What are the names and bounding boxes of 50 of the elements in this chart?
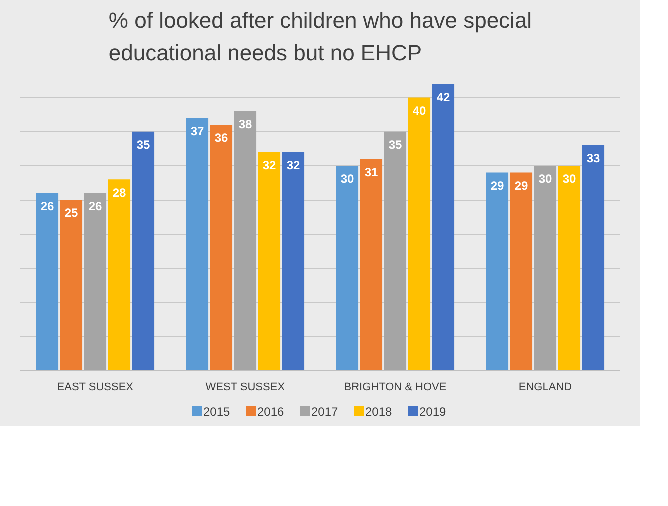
bar <box>36 193 59 370</box>
bar <box>510 172 533 370</box>
data-label: 32 <box>262 158 276 172</box>
bar <box>60 200 83 370</box>
legend-label: 2017 <box>312 405 339 419</box>
x-tick-label: WEST SUSSEX <box>206 382 286 394</box>
bar <box>234 111 257 370</box>
bar <box>486 172 509 370</box>
data-label: 38 <box>238 118 252 132</box>
data-label: 35 <box>388 138 402 152</box>
bar <box>360 159 383 370</box>
data-label: 29 <box>490 178 504 193</box>
bar <box>282 152 305 370</box>
chart-title: % of looked after children who have special educational needs but no EHCP <box>108 8 532 66</box>
data-label: 33 <box>586 152 600 166</box>
legend-label: 2019 <box>420 405 447 419</box>
bar <box>408 98 431 370</box>
data-label: 32 <box>286 158 300 172</box>
data-label: 26 <box>40 199 54 214</box>
data-label: 28 <box>112 186 126 200</box>
bar <box>534 166 557 370</box>
bar <box>336 166 359 370</box>
bar <box>582 146 605 370</box>
data-label: 40 <box>412 104 426 118</box>
legend-label: 2015 <box>204 405 231 419</box>
data-label: 31 <box>364 165 378 180</box>
data-label: 42 <box>436 90 450 104</box>
data-label: 35 <box>136 138 150 152</box>
bar <box>186 118 209 370</box>
bar <box>210 125 233 370</box>
data-label: 30 <box>562 172 576 186</box>
bar <box>558 166 581 370</box>
bar <box>384 132 407 370</box>
bar <box>132 132 155 370</box>
data-label: 37 <box>190 124 204 138</box>
bar <box>84 193 107 370</box>
data-label: 30 <box>340 172 354 186</box>
data-label: 30 <box>538 172 552 186</box>
data-label: 26 <box>88 199 102 214</box>
data-label: 29 <box>514 178 528 193</box>
bar <box>108 180 131 370</box>
bar <box>432 84 455 370</box>
x-tick-label: ENGLAND <box>518 382 572 394</box>
bar <box>258 152 281 370</box>
legend-label: 2018 <box>366 405 393 419</box>
data-label: 25 <box>64 206 78 220</box>
data-label: 36 <box>214 131 228 146</box>
x-tick-label: BRIGHTON & HOVE <box>344 382 447 394</box>
legend-label: 2016 <box>258 405 285 419</box>
x-tick-label: EAST SUSSEX <box>57 382 134 394</box>
